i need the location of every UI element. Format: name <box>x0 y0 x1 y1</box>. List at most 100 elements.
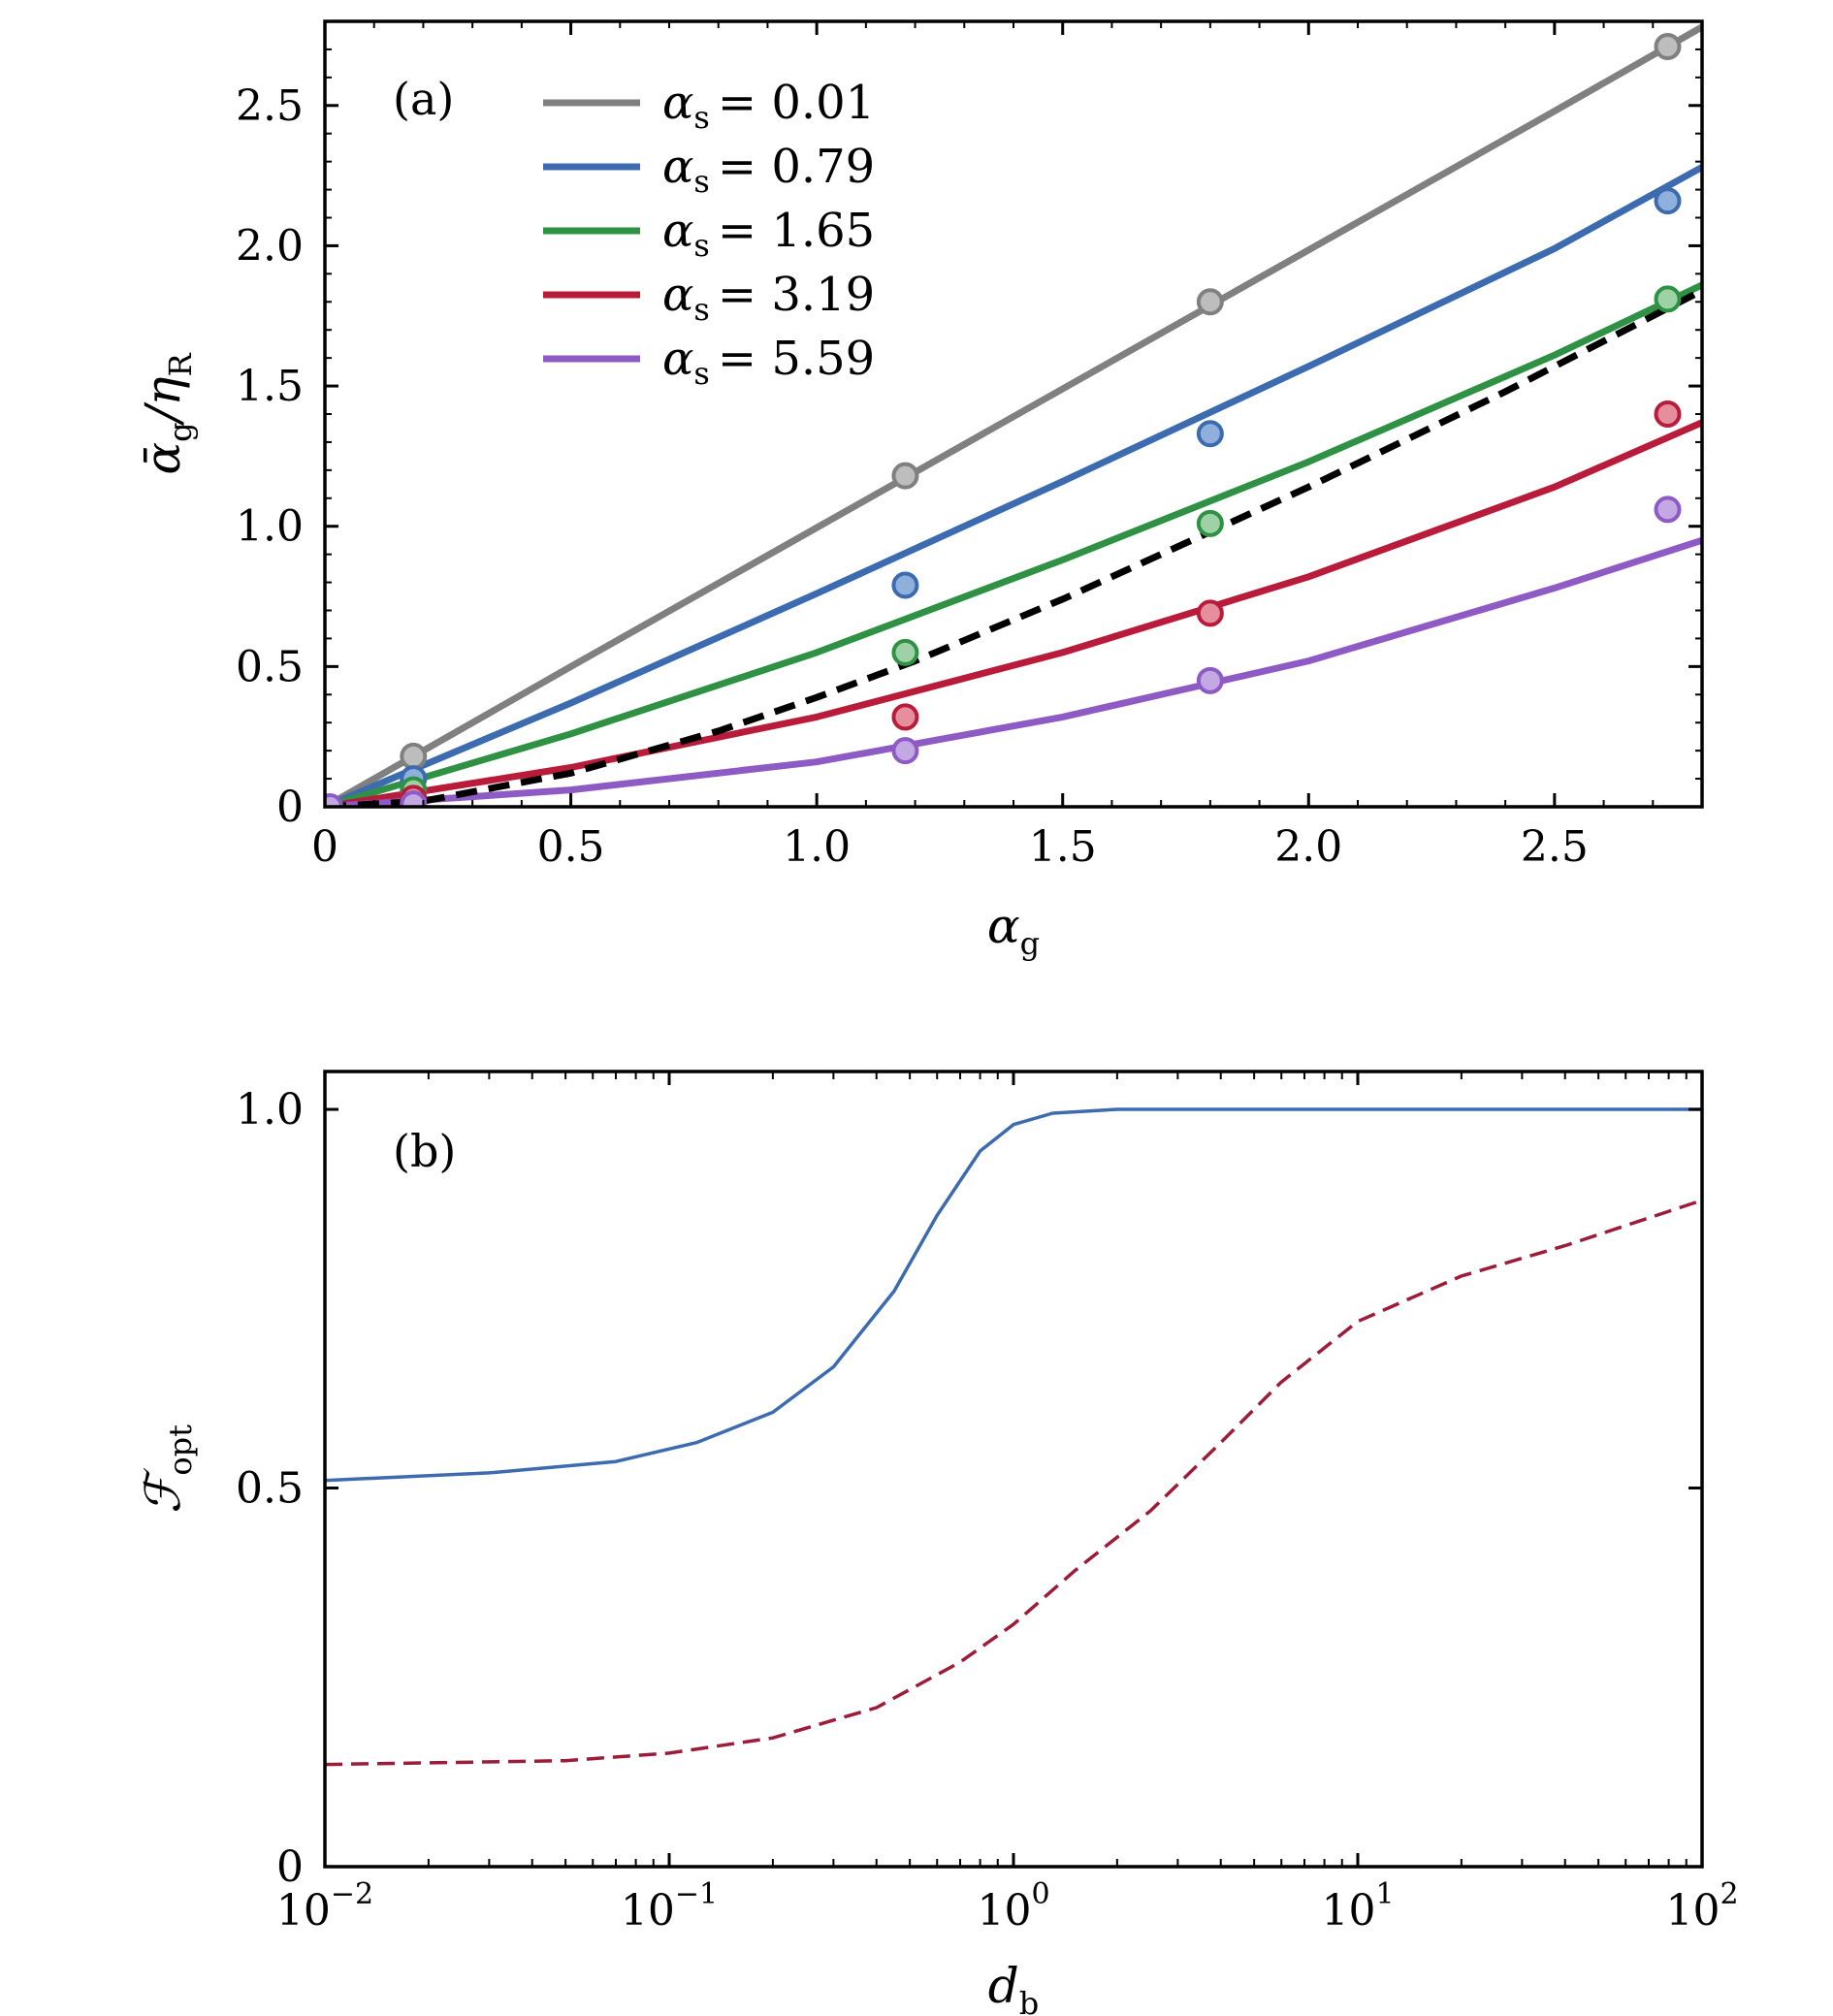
series-4-point <box>1196 666 1224 694</box>
x-tick-label-base: 10 <box>1321 1886 1375 1936</box>
series-2-point <box>1654 285 1682 313</box>
legend-entry-sub: s <box>693 227 709 264</box>
panel-a-x-axis-label-main: α <box>987 898 1020 954</box>
panel-b-y-ticks: 0 0.5 1.0 <box>236 1085 1702 1892</box>
panel-b-series-1-line <box>324 1199 1703 1767</box>
x-tick-label-exp: −1 <box>675 1877 718 1911</box>
series-1-line <box>325 163 1702 807</box>
legend-entry-value: = 3.19 <box>718 268 875 322</box>
y-tick-label: 1.5 <box>236 362 304 411</box>
panel-a-x-axis-label: αg <box>987 898 1040 962</box>
x-tick-label-base: 10 <box>621 1886 675 1936</box>
legend-entry-value: = 1.65 <box>718 204 875 258</box>
y-tick-label: 1.0 <box>236 502 304 552</box>
series-2-point <box>1196 509 1224 537</box>
series-3-point <box>1654 400 1682 428</box>
series-0-point <box>400 742 428 770</box>
y-tick-label: 0.5 <box>236 1464 304 1514</box>
y-tick-label: 0 <box>276 783 304 832</box>
y-tick-label: 2.0 <box>236 221 304 271</box>
panel-a-y-ticks: 0 0.5 1.0 1.5 2.0 2.5 <box>236 48 1702 832</box>
series-0-point <box>891 462 919 490</box>
legend-entry-symbol: α <box>662 268 693 322</box>
legend-entry-value: = 0.79 <box>718 140 875 194</box>
series-0-point <box>1654 33 1682 61</box>
x-tick-label: 100 <box>977 1877 1049 1936</box>
series-0-point <box>1196 288 1224 316</box>
x-tick-label: 2.5 <box>1521 822 1589 872</box>
x-tick-label-exp: 1 <box>1375 1877 1394 1911</box>
y-tick-label: 0.5 <box>236 642 304 691</box>
legend-entry-1: αs = 0.79 <box>662 140 875 200</box>
panel-a-plot-area <box>325 23 1702 807</box>
panel-a-x-axis-label-sub: g <box>1020 925 1040 962</box>
x-tick-label-base: 10 <box>276 1886 331 1936</box>
panel-a-x-ticks: 0 0.5 1.0 1.5 2.0 2.5 <box>311 21 1655 872</box>
x-tick-label-base: 10 <box>1665 1886 1720 1936</box>
panel-b-y-axis-label-sub: opt <box>162 1424 199 1476</box>
x-tick-label-base: 10 <box>977 1886 1031 1936</box>
x-tick-label: 1.0 <box>783 822 851 872</box>
panel-b-x-axis-label: db <box>988 1958 1040 2016</box>
series-2-line <box>325 281 1702 807</box>
panel-a-y-axis-label: ᾱg/ηR <box>135 353 199 475</box>
legend-entry-symbol: α <box>662 204 693 258</box>
series-3-line <box>325 419 1702 807</box>
x-tick-label: 10−1 <box>621 1877 718 1936</box>
legend-entry-value: = 5.59 <box>718 332 875 386</box>
panel-b-x-ticks: 10−2 10−1 100 101 102 <box>276 1072 1739 1936</box>
x-tick-label: 10−2 <box>276 1877 373 1936</box>
x-tick-label-exp: 0 <box>1031 1877 1049 1911</box>
x-tick-label: 1.5 <box>1029 822 1097 872</box>
x-tick-label-exp: 2 <box>1720 1877 1738 1911</box>
legend-entry-sub: s <box>693 99 709 136</box>
legend-entry-value: = 0.01 <box>718 76 875 130</box>
panel-b-plot-area <box>324 1107 1703 1767</box>
x-tick-label: 0 <box>311 822 338 872</box>
series-1-point <box>1196 420 1224 448</box>
legend-entry-symbol: α <box>662 332 693 386</box>
series-4-point <box>400 790 428 807</box>
legend-entry-sub: s <box>693 163 709 200</box>
x-tick-label: 2.0 <box>1274 822 1342 872</box>
x-tick-label: 102 <box>1665 1877 1738 1936</box>
panel-b: 10−2 10−1 100 101 102 00.51.0 (b) db ℱopt <box>135 1070 1739 2016</box>
series-4-point <box>1654 496 1682 524</box>
panel-b-x-axis-label-main: d <box>988 1958 1019 2014</box>
y-tick-label: 0 <box>276 1842 304 1892</box>
series-4-point <box>891 737 919 765</box>
legend-entry-sub: s <box>693 355 709 392</box>
panel-b-x-axis-label-sub: b <box>1019 1985 1039 2016</box>
series-3-point <box>1196 599 1224 627</box>
series-1-point <box>1654 187 1682 215</box>
series-2-point <box>891 638 919 666</box>
x-tick-label-exp: −2 <box>331 1877 373 1911</box>
legend-entry-4: αs = 5.59 <box>662 332 875 392</box>
y-tick-label: 2.5 <box>236 81 304 131</box>
panel-a-label: (a) <box>393 73 454 125</box>
panel-a-y-axis-label-main: ᾱ <box>135 442 191 475</box>
panel-a-y-axis-label-sub1: g <box>162 422 199 441</box>
panel-a-series-group <box>325 23 1702 807</box>
x-tick-label: 0.5 <box>537 822 605 872</box>
series-0-line <box>325 23 1702 807</box>
legend-entry-0: αs = 0.01 <box>662 76 875 136</box>
x-tick-label: 101 <box>1321 1877 1394 1936</box>
legend-entry-2: αs = 1.65 <box>662 204 875 264</box>
legend-entry-symbol: α <box>662 76 693 130</box>
legend-entry-sub: s <box>693 291 709 328</box>
series-1-point <box>891 571 919 599</box>
panel-b-label: (b) <box>393 1125 456 1177</box>
panel-a-y-axis-label-mid: /η <box>135 376 191 426</box>
panel-a-y-axis-label-sub2: R <box>162 353 199 377</box>
series-3-point <box>891 703 919 731</box>
legend-entry-3: αs = 3.19 <box>662 268 875 328</box>
legend-entry-symbol: α <box>662 140 693 194</box>
panel-b-series-0-line <box>324 1107 1702 1483</box>
series-4-line <box>325 536 1702 807</box>
panel-a: 0 0.5 1.0 1.5 2.0 2.5 00.51.01.52.02.5 (a) αs… <box>135 19 1704 962</box>
y-tick-label: 1.0 <box>236 1085 304 1135</box>
origin-point <box>325 793 344 807</box>
